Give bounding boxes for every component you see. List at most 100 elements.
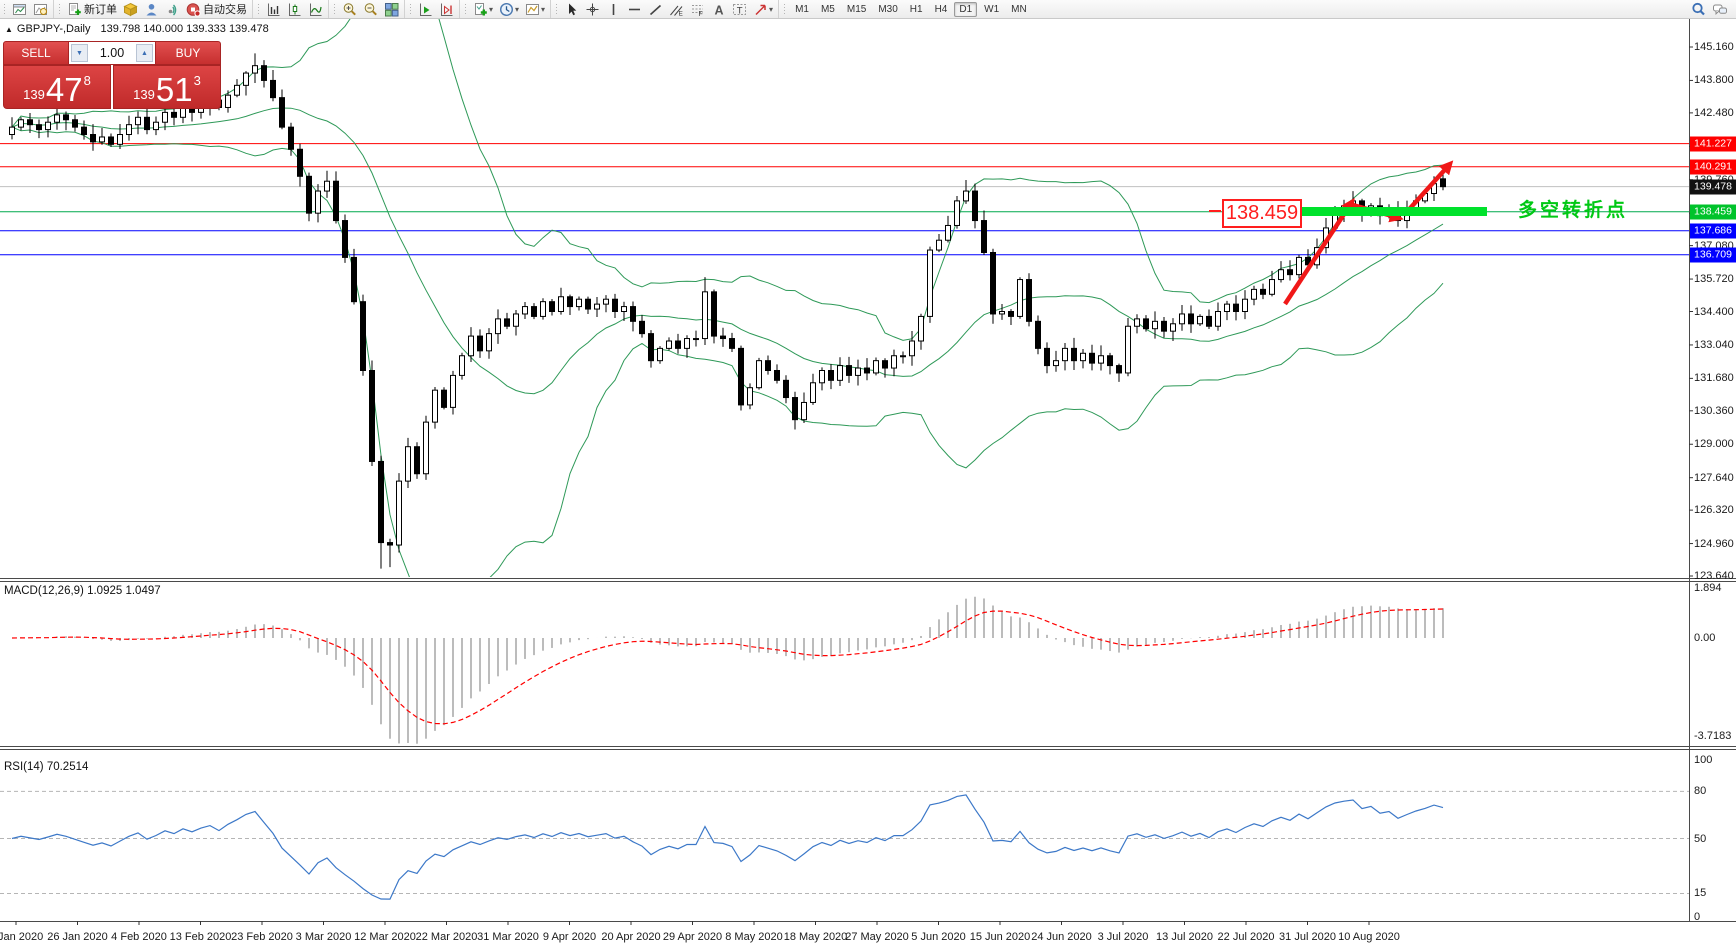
chart-canvas[interactable]: [0, 19, 1736, 947]
timeframe-w1-button[interactable]: W1: [984, 3, 1000, 15]
signal-button[interactable]: [162, 0, 183, 18]
macd-signal-line: [11, 608, 1444, 725]
candle: [1116, 365, 1122, 374]
chinese-annotation[interactable]: 多空转折点: [1518, 200, 1629, 221]
date-label: 31 Mar 2020: [477, 931, 539, 943]
candle: [585, 298, 591, 310]
chart-shift-button[interactable]: [436, 0, 457, 18]
candle: [315, 190, 321, 214]
candle-chart-button[interactable]: [284, 0, 305, 18]
navigator-button[interactable]: [141, 0, 162, 18]
horizontal-line-button[interactable]: [624, 0, 645, 18]
timeframe-m5-button[interactable]: M5: [820, 3, 835, 15]
toolbar-grip[interactable]: [257, 3, 261, 15]
timeframe-m30-button[interactable]: M30: [878, 3, 898, 15]
toolbar-grip[interactable]: [409, 3, 413, 15]
candle: [972, 190, 978, 222]
cursor-button[interactable]: [561, 0, 582, 18]
bid-price-display[interactable]: 139 47 8: [3, 65, 111, 109]
chart-window[interactable]: ▲ GBPJPY-,Daily 139.798 140.000 139.333 13…: [0, 19, 1736, 947]
candle: [504, 318, 510, 327]
fibonacci-button[interactable]: F: [687, 0, 708, 18]
volume-increase-button[interactable]: ▲: [136, 44, 153, 62]
candle: [333, 180, 339, 222]
toolbar-group: 新订单 自动交易: [53, 0, 250, 18]
pivot-highlight-bar[interactable]: [1300, 207, 1487, 216]
toolbar-group: [404, 0, 457, 18]
timeframe-d1-button[interactable]: D1: [954, 1, 978, 17]
line-chart-button[interactable]: [305, 0, 326, 18]
price-level-flag[interactable]: 138.459: [1222, 199, 1302, 228]
toolbar-grip[interactable]: [464, 3, 468, 15]
timeframe-h1-button[interactable]: H1: [909, 3, 923, 15]
crosshair-button[interactable]: [582, 0, 603, 18]
price-tick-label: 143.800: [1694, 74, 1734, 87]
toolbar-grip[interactable]: [555, 3, 560, 15]
indicators-button[interactable]: ▾: [470, 0, 496, 18]
autotrading-button[interactable]: 自动交易: [183, 0, 250, 18]
channel-button[interactable]: E: [666, 0, 687, 18]
timeframe-m1-button[interactable]: M1: [795, 3, 809, 15]
new-chart-icon: [13, 3, 26, 15]
text-label-button[interactable]: T: [729, 0, 750, 18]
new-chart-button[interactable]: [9, 0, 30, 18]
candle: [279, 97, 285, 128]
sell-button[interactable]: SELL: [3, 41, 69, 65]
trendline-button[interactable]: [645, 0, 666, 18]
candle: [1251, 288, 1257, 300]
trend-arrow[interactable]: [1402, 160, 1454, 217]
buy-button[interactable]: BUY: [155, 41, 221, 65]
chart-profile-button[interactable]: [30, 0, 51, 18]
trend-arrows[interactable]: [1283, 160, 1454, 306]
search-button[interactable]: [1688, 0, 1709, 18]
price-badge-139.478: 139.478: [1690, 179, 1736, 195]
candle: [81, 126, 87, 136]
chart-title: ▲ GBPJPY-,Daily 139.798 140.000 139.333 13…: [5, 23, 269, 35]
candle: [990, 252, 996, 315]
date-label: 31 Jul 2020: [1279, 931, 1336, 943]
new-order-icon: [69, 2, 81, 15]
candlestick-series[interactable]: [9, 53, 1446, 569]
toolbar-group: E F A T ▾: [550, 0, 776, 18]
channel-icon: E: [670, 5, 684, 17]
symbol-name: GBPJPY-,Daily: [16, 23, 91, 35]
timeframe-h4-button[interactable]: H4: [934, 3, 948, 15]
zoom-out-button[interactable]: [360, 0, 381, 18]
period-button[interactable]: ▾: [496, 0, 522, 18]
candle: [531, 306, 537, 317]
chat-button[interactable]: [1709, 0, 1730, 18]
svg-text:A: A: [715, 3, 724, 17]
zoom-in-button[interactable]: [339, 0, 360, 18]
candle: [594, 303, 600, 310]
candle: [1179, 313, 1185, 325]
candle: [225, 94, 231, 108]
auto-scroll-button[interactable]: [415, 0, 436, 18]
indicators-icon: [475, 2, 487, 15]
candle: [63, 114, 69, 121]
timeframe-m15-button[interactable]: M15: [846, 3, 867, 15]
toolbar-grip[interactable]: [333, 3, 337, 15]
toolbar-grip[interactable]: [58, 3, 62, 15]
volume-input[interactable]: [90, 42, 134, 64]
candle: [1134, 318, 1140, 327]
trend-arrow[interactable]: [1283, 197, 1355, 306]
date-label: 6 Jan 2020: [0, 931, 44, 943]
navigator-icon: [146, 3, 157, 15]
new-order-button[interactable]: 新订单: [64, 0, 120, 18]
bar-chart-button[interactable]: [263, 0, 284, 18]
one-click-collapse-icon[interactable]: ▲: [5, 25, 13, 34]
timeframe-mn-button[interactable]: MN: [1011, 3, 1027, 15]
shapes-button[interactable]: ▾: [750, 0, 776, 18]
volume-decrease-button[interactable]: ▼: [71, 44, 88, 62]
text-button[interactable]: A: [708, 0, 729, 18]
toolbar-right: [1688, 0, 1734, 18]
ask-price-display[interactable]: 139 51 3: [113, 65, 221, 109]
date-label: 10 Aug 2020: [1338, 931, 1400, 943]
vertical-line-button[interactable]: [603, 0, 624, 18]
toolbar-grip[interactable]: [783, 3, 788, 15]
template-button[interactable]: ▾: [522, 0, 548, 18]
toolbar-grip[interactable]: [3, 3, 7, 15]
candle: [360, 301, 366, 371]
market-watch-button[interactable]: [120, 0, 141, 18]
tile-windows-button[interactable]: [381, 0, 402, 18]
